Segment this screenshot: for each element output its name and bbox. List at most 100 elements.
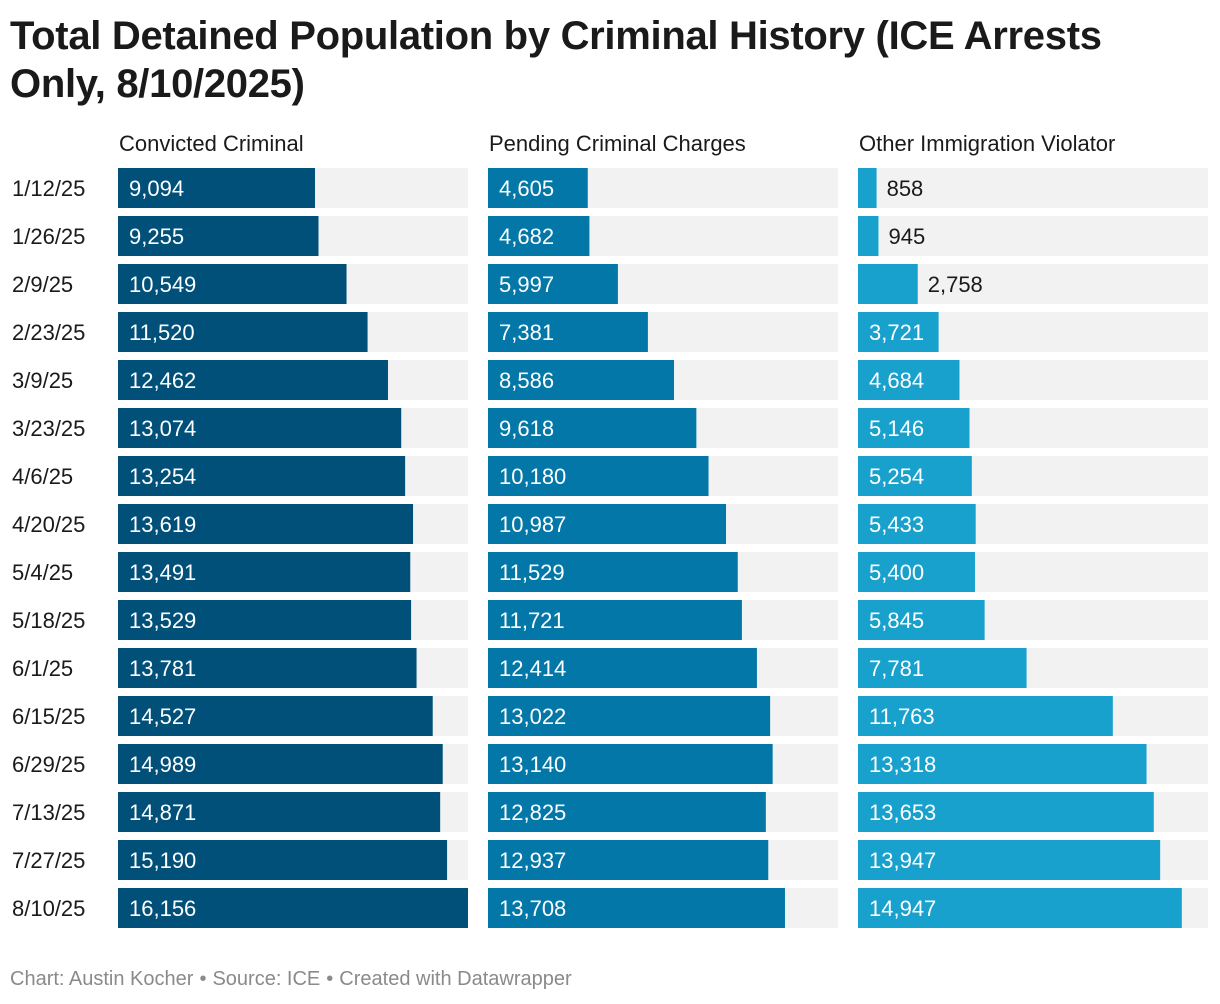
bar-value-label: 8,586 (499, 368, 554, 393)
bar (488, 264, 618, 304)
bar (858, 744, 1147, 784)
category-label: 7/27/25 (12, 848, 85, 873)
bar-value-label: 13,074 (129, 416, 196, 441)
bar-value-label: 13,140 (499, 752, 566, 777)
category-label: 7/13/25 (12, 800, 85, 825)
bar-value-label: 5,433 (869, 512, 924, 537)
bar-value-label: 11,763 (869, 704, 935, 729)
bar-value-label: 13,653 (869, 800, 936, 825)
category-label: 3/9/25 (12, 368, 73, 393)
bar (488, 360, 675, 400)
bar-value-label: 5,146 (869, 416, 924, 441)
category-label: 5/4/25 (12, 560, 73, 585)
chart-title: Total Detained Population by Criminal Hi… (10, 14, 1102, 106)
bar (118, 888, 468, 928)
bar-value-label: 14,871 (129, 800, 196, 825)
series-header: Convicted Criminal (119, 131, 304, 156)
bar (488, 504, 727, 544)
bar (488, 792, 766, 832)
bar-value-label: 12,414 (499, 656, 566, 681)
bar (118, 792, 441, 832)
bar-value-label: 858 (887, 176, 924, 201)
bar (488, 600, 742, 640)
bar-value-label: 16,156 (129, 896, 196, 921)
category-label: 6/1/25 (12, 656, 73, 681)
bar (858, 408, 970, 448)
bar-value-label: 13,529 (129, 608, 196, 633)
category-label: 6/29/25 (12, 752, 85, 777)
bar-track (858, 168, 1208, 208)
category-label: 5/18/25 (12, 608, 85, 633)
bar (858, 648, 1027, 688)
bar-chart: 1/12/25 1/26/25 2/9/25 2/23/25 3/9/25 3/23/25… (12, 131, 1208, 928)
bar (118, 456, 406, 496)
bar (488, 648, 757, 688)
bar-value-label: 15,190 (129, 848, 196, 873)
category-label: 6/15/25 (12, 704, 85, 729)
category-label: 3/23/25 (12, 416, 85, 441)
series-header: Pending Criminal Charges (489, 131, 746, 156)
category-label: 2/23/25 (12, 320, 85, 345)
bar (118, 648, 417, 688)
bar (858, 312, 939, 352)
bar-value-label: 945 (888, 224, 925, 249)
bar (118, 840, 448, 880)
category-label: 1/26/25 (12, 224, 85, 249)
bar-value-label: 4,684 (869, 368, 924, 393)
bar (858, 552, 975, 592)
bar-value-label: 11,529 (499, 560, 565, 585)
bar (858, 696, 1113, 736)
bar (858, 504, 976, 544)
footer-credit: Chart: Austin Kocher (10, 968, 194, 990)
bar (488, 456, 709, 496)
bar (858, 216, 879, 256)
bar-value-label: 9,094 (129, 176, 184, 201)
bar (488, 312, 648, 352)
bar (488, 408, 697, 448)
bar-value-label: 13,781 (129, 656, 196, 681)
bar (488, 696, 771, 736)
bar-value-label: 4,682 (499, 224, 554, 249)
chart-footer: Chart: Austin Kocher • Source: ICE • Created… (10, 968, 572, 990)
bar-value-label: 12,825 (499, 800, 566, 825)
bar (488, 216, 590, 256)
bar-value-label: 12,937 (499, 848, 566, 873)
bar-value-label: 13,947 (869, 848, 936, 873)
bar-value-label: 10,987 (499, 512, 566, 537)
bar (118, 360, 388, 400)
bar-value-label: 10,549 (129, 272, 196, 297)
bar-value-label: 5,400 (869, 560, 924, 585)
bar-track (858, 216, 1208, 256)
bar-value-label: 4,605 (499, 176, 554, 201)
bar-value-label: 14,527 (129, 704, 196, 729)
bar-value-label: 9,255 (129, 224, 184, 249)
bar-value-label: 13,491 (129, 560, 196, 585)
bar (858, 168, 877, 208)
footer-source: Source: ICE (212, 968, 321, 990)
bar (858, 456, 972, 496)
bar-value-label: 13,708 (499, 896, 566, 921)
bar (118, 264, 347, 304)
bar-value-label: 14,989 (129, 752, 196, 777)
bar (858, 264, 918, 304)
bar (858, 360, 960, 400)
bar-value-label: 3,721 (869, 320, 924, 345)
bar-value-label: 7,381 (499, 320, 554, 345)
bar-value-label: 14,947 (869, 896, 936, 921)
series-header: Other Immigration Violator (859, 131, 1115, 156)
bar (488, 552, 738, 592)
footer-tool: Created with Datawrapper (339, 968, 572, 990)
bar-value-label: 7,781 (869, 656, 924, 681)
bar-value-label: 13,619 (129, 512, 196, 537)
category-label: 4/20/25 (12, 512, 85, 537)
bar (118, 312, 368, 352)
bar (858, 792, 1154, 832)
bar-value-label: 11,520 (129, 320, 195, 345)
bar-value-label: 13,022 (499, 704, 566, 729)
bar (858, 888, 1182, 928)
bar (118, 504, 414, 544)
bar (488, 888, 785, 928)
category-label: 1/12/25 (12, 176, 85, 201)
bar-value-label: 11,721 (499, 608, 565, 633)
bar (488, 168, 588, 208)
